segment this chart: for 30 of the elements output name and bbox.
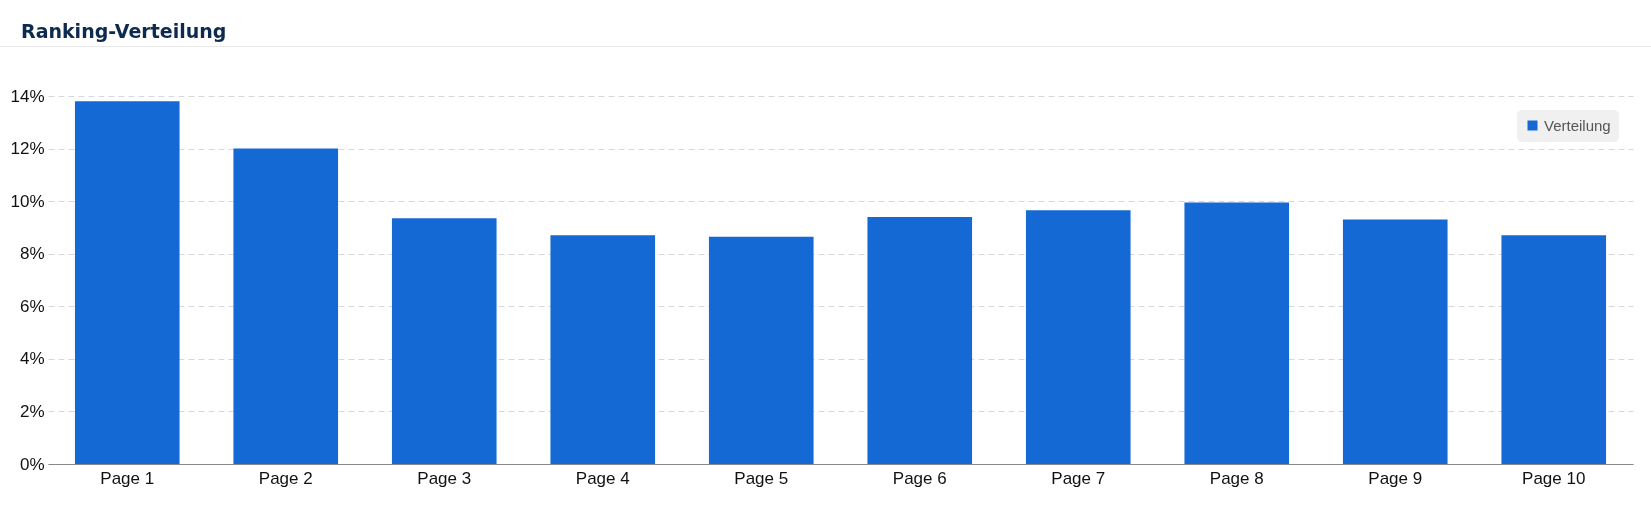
bar bbox=[391, 218, 497, 464]
x-tick-label: Page 3 bbox=[417, 468, 472, 488]
x-tick-label: Page 10 bbox=[1522, 468, 1586, 488]
x-tick-label: Page 8 bbox=[1209, 468, 1264, 488]
y-tick-label: 14% bbox=[10, 86, 45, 106]
x-tick-label: Page 4 bbox=[575, 468, 630, 488]
x-tick-label: Page 9 bbox=[1368, 468, 1423, 488]
x-tick-label: Page 5 bbox=[734, 468, 789, 488]
bar bbox=[1342, 219, 1448, 464]
legend-label: Verteilung bbox=[1544, 116, 1611, 134]
x-tick-label: Page 7 bbox=[1051, 468, 1106, 488]
bar bbox=[74, 101, 180, 464]
bar bbox=[867, 216, 973, 464]
x-tick-label: Page 2 bbox=[258, 468, 313, 488]
bar bbox=[550, 235, 656, 464]
y-tick-label: 4% bbox=[19, 349, 45, 369]
bar bbox=[708, 236, 814, 464]
y-tick-label: 8% bbox=[19, 244, 45, 264]
y-tick-label: 12% bbox=[10, 139, 45, 159]
x-tick-label: Page 6 bbox=[892, 468, 947, 488]
x-tick-label: Page 1 bbox=[100, 468, 155, 488]
y-tick-label: 6% bbox=[19, 296, 45, 316]
bar bbox=[1184, 202, 1290, 464]
y-tick-label: 0% bbox=[19, 454, 45, 474]
y-tick-label: 2% bbox=[19, 401, 45, 421]
bar bbox=[233, 148, 339, 464]
bar bbox=[1025, 210, 1131, 464]
chart-title: Ranking-Verteilung bbox=[0, 0, 1651, 47]
y-tick-label: 10% bbox=[10, 191, 45, 211]
bar bbox=[1501, 235, 1607, 464]
